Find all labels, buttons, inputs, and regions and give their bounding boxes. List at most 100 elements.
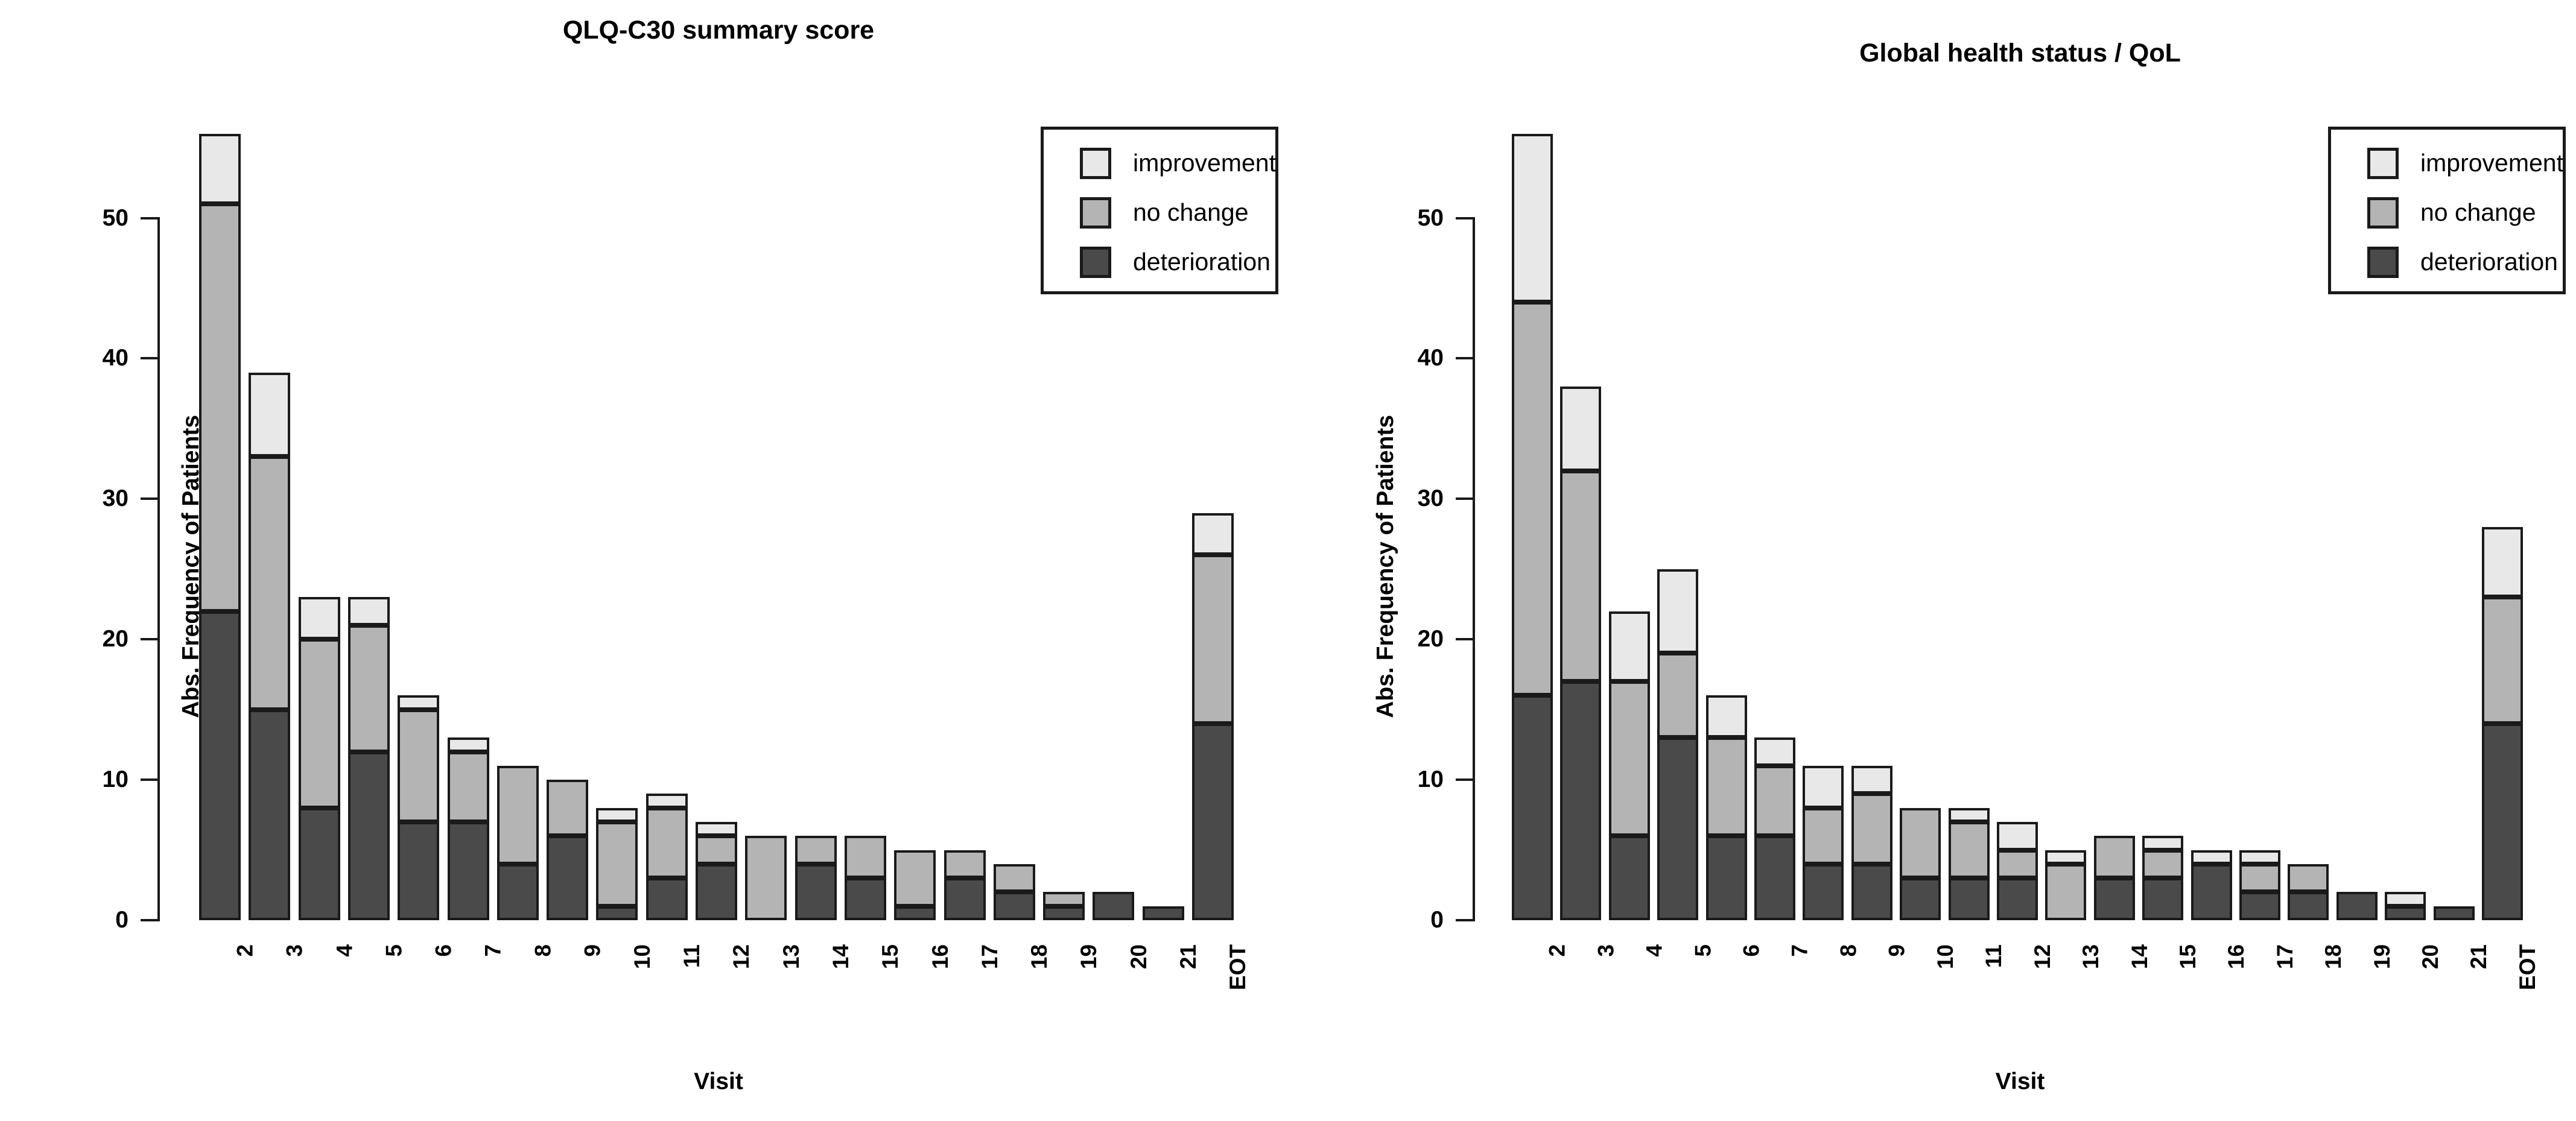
bar-visit-21-deterioration [2433,906,2475,920]
x-axis-label-21: 21 [1176,944,1201,970]
x-axis-label-9: 9 [1884,944,1909,957]
bar-visit-19-no-change [1043,892,1085,906]
y-axis-tick-label: 10 [1417,766,1444,793]
bar-visit-21-deterioration [1142,906,1184,920]
bar-visit-11-no-change [1948,821,1990,879]
y-axis-tick [1456,216,1474,219]
bar-visit-5-improvement [347,597,390,625]
bar-visit-5-deterioration [1657,737,1699,920]
legend-swatch-deterioration-icon [2367,247,2399,278]
bar-visit-14-deterioration [795,864,837,920]
bar-visit-4-no-change [1608,681,1650,836]
bar-visit-7-improvement [447,737,489,752]
x-axis-label-17: 17 [977,944,1002,970]
bar-visit-13-improvement [2045,850,2087,864]
x-axis-label-10: 10 [1933,944,1958,970]
bar-visit-10-deterioration [596,906,638,920]
bar-visit-14-deterioration [2093,878,2135,920]
bar-visit-19-deterioration [1043,906,1085,920]
legend-box-left: improvement no change deterioration [1041,127,1278,294]
bar-visit-8-deterioration [496,864,539,920]
x-axis-label-4: 4 [1642,944,1667,957]
x-axis-label-5: 5 [381,944,407,957]
bar-visit-8-no-change [496,765,539,864]
bar-visit-4-improvement [1608,611,1650,682]
bar-visit-7-deterioration [447,821,489,920]
y-axis-tick [1456,638,1474,641]
x-axis-label-12: 12 [729,944,754,970]
x-axis-label-17: 17 [2273,944,2297,970]
bar-visit-10-deterioration [1900,878,1941,920]
x-axis-label-19: 19 [1076,944,1102,970]
y-axis-line [157,216,160,921]
bar-visit-6-deterioration [398,821,440,920]
x-axis-label-11: 11 [679,944,705,968]
y-axis-tick-label: 20 [1417,626,1444,652]
chart-title-left: QLQ-C30 summary score [562,16,875,45]
bar-visit-4-deterioration [1608,836,1650,920]
bar-visit-11-deterioration [646,878,688,920]
bar-visit-15-improvement [2142,836,2184,850]
bar-visit-9-deterioration [547,836,589,920]
bar-visit-20-deterioration [2385,906,2426,920]
legend-label-no-change: no change [1133,198,1249,226]
x-axis-label-8: 8 [530,944,556,957]
x-axis-title-right: Visit [1995,1069,2045,1094]
x-axis-label-EOT: EOT [2515,944,2540,991]
bar-visit-4-improvement [298,597,340,640]
bar-visit-3-deterioration [249,709,291,920]
x-axis-label-16: 16 [2224,944,2249,970]
y-axis-tick-label: 40 [102,345,128,371]
legend-item-no-change: no change [1044,192,1275,235]
y-axis-tick-label: 40 [1417,345,1444,371]
bar-visit-3-improvement [1560,386,1602,471]
y-axis-tick [1456,497,1474,501]
x-axis-label-9: 9 [580,944,605,957]
legend-box-right: improvement no change deterioration [2328,127,2566,294]
x-axis-label-6: 6 [1739,944,1764,957]
bar-visit-16-improvement [2191,850,2232,864]
x-axis-label-19: 19 [2369,944,2394,970]
x-axis-label-18: 18 [2321,944,2346,970]
legend-label-deterioration: deterioration [1133,248,1271,276]
bar-visit-EOT-no-change [2482,597,2523,724]
x-axis-label-4: 4 [332,944,357,957]
y-axis-tick-label: 0 [115,907,128,933]
y-axis-tick-label: 30 [1417,485,1444,512]
bar-visit-2-no-change [199,204,241,611]
x-axis-label-11: 11 [1981,944,2007,968]
bar-visit-10-no-change [1900,807,1941,879]
bar-visit-16-no-change [894,850,936,906]
x-axis-label-3: 3 [1593,944,1619,957]
bar-visit-16-deterioration [894,906,936,920]
bar-visit-9-no-change [547,780,589,836]
bar-visit-EOT-improvement [2482,526,2523,598]
bar-visit-15-deterioration [844,878,886,920]
legend-swatch-improvement-icon [1080,148,1111,179]
bar-visit-12-improvement [1997,821,2038,850]
x-axis-label-21: 21 [2466,944,2492,970]
x-axis-label-7: 7 [481,944,506,957]
x-axis-title-left: Visit [694,1069,743,1094]
bar-visit-3-no-change [1560,470,1602,682]
bar-visit-7-no-change [1754,765,1795,836]
y-axis-line [1473,216,1475,921]
y-axis-tick [1456,919,1474,921]
bar-visit-EOT-no-change [1192,555,1234,724]
bar-visit-5-no-change [347,625,390,752]
x-axis-label-EOT: EOT [1225,944,1251,991]
y-axis-tick-label: 50 [102,204,128,231]
bar-visit-20-improvement [2385,892,2426,906]
bar-visit-13-no-change [745,836,787,920]
bar-visit-17-no-change [2239,864,2280,892]
legend-swatch-deterioration-icon [1080,247,1111,278]
bar-visit-11-improvement [1948,807,1990,822]
bar-visit-12-deterioration [1997,878,2038,920]
bar-visit-4-no-change [298,639,340,808]
bar-visit-2-improvement [1512,133,1553,303]
bar-visit-20-deterioration [1093,892,1135,920]
x-axis-label-15: 15 [878,944,903,970]
y-axis-tick [141,778,159,782]
x-axis-label-16: 16 [927,944,953,970]
